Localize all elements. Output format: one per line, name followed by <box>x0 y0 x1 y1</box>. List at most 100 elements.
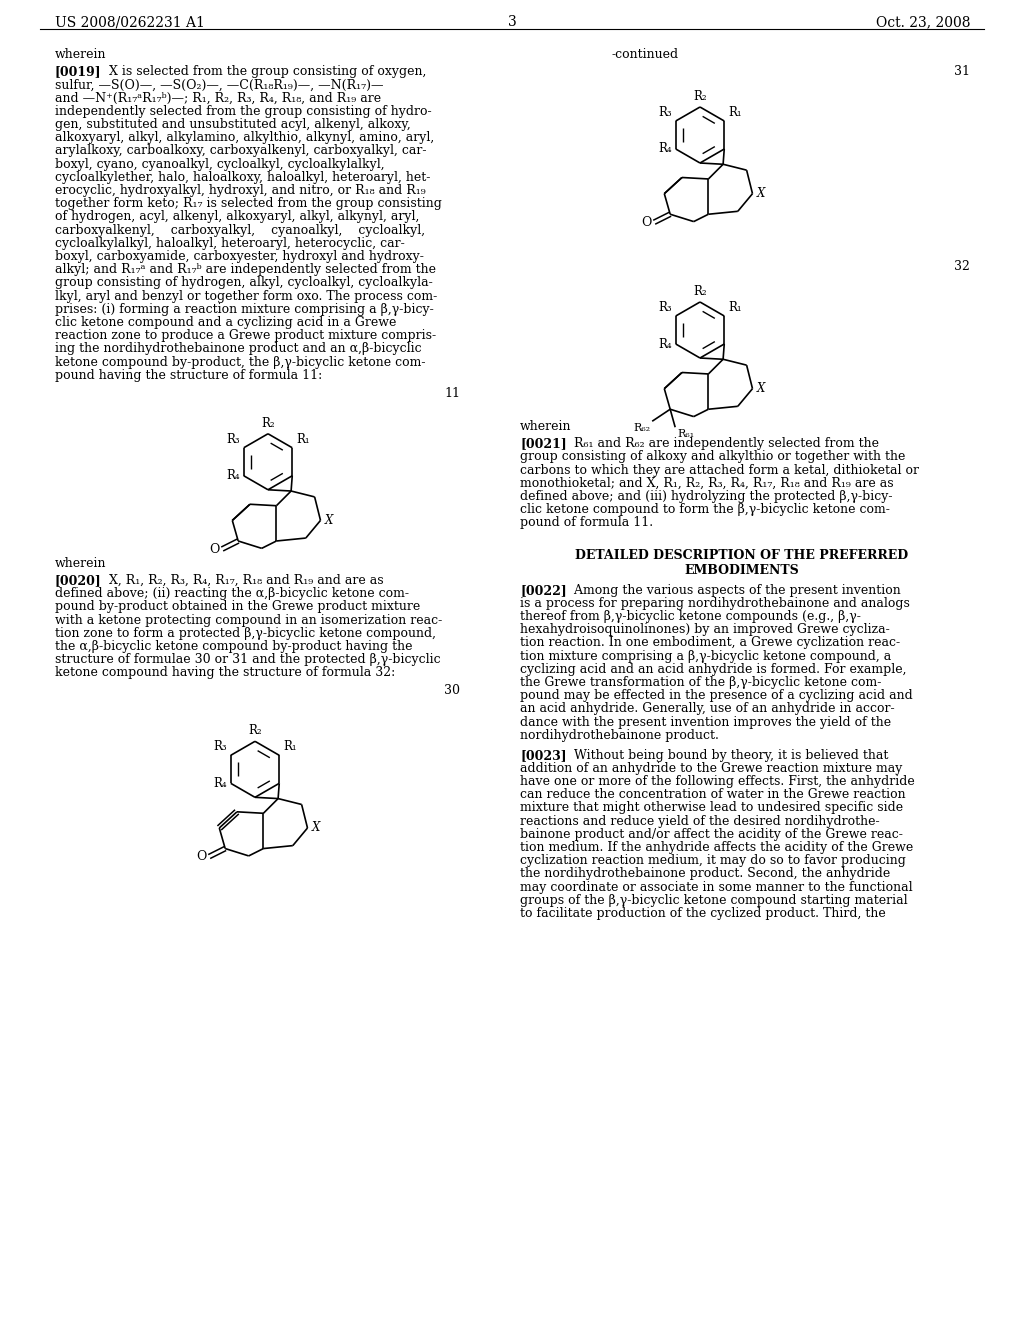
Text: O: O <box>196 850 206 863</box>
Text: US 2008/0262231 A1: US 2008/0262231 A1 <box>55 15 205 29</box>
Text: X: X <box>311 821 319 834</box>
Text: gen, substituted and unsubstituted acyl, alkenyl, alkoxy,: gen, substituted and unsubstituted acyl,… <box>55 117 411 131</box>
Text: pound having the structure of formula 11:: pound having the structure of formula 11… <box>55 368 323 381</box>
Text: reactions and reduce yield of the desired nordihydrothe-: reactions and reduce yield of the desire… <box>520 814 880 828</box>
Text: group consisting of hydrogen, alkyl, cycloalkyl, cycloalkyla-: group consisting of hydrogen, alkyl, cyc… <box>55 276 433 289</box>
Text: boxyl, cyano, cyanoalkyl, cycloalkyl, cycloalkylalkyl,: boxyl, cyano, cyanoalkyl, cycloalkyl, cy… <box>55 157 385 170</box>
Text: may coordinate or associate in some manner to the functional: may coordinate or associate in some mann… <box>520 880 912 894</box>
Text: R₆₁: R₆₁ <box>677 429 694 440</box>
Text: ketone compound by-product, the β,γ-bicyclic ketone com-: ketone compound by-product, the β,γ-bicy… <box>55 355 426 368</box>
Text: together form keto; R₁₇ is selected from the group consisting: together form keto; R₁₇ is selected from… <box>55 197 442 210</box>
Text: [0019]: [0019] <box>55 65 101 78</box>
Text: R₃: R₃ <box>213 741 226 754</box>
Text: clic ketone compound to form the β,γ-bicyclic ketone com-: clic ketone compound to form the β,γ-bic… <box>520 503 890 516</box>
Text: R₆₁ and R₆₂ are independently selected from the: R₆₁ and R₆₂ are independently selected f… <box>566 437 879 450</box>
Text: R₁: R₁ <box>728 301 741 314</box>
Text: R₁: R₁ <box>284 741 297 754</box>
Text: R₃: R₃ <box>226 433 240 446</box>
Text: R₂: R₂ <box>248 725 262 738</box>
Text: carboxyalkenyl,    carboxyalkyl,    cyanoalkyl,    cycloalkyl,: carboxyalkenyl, carboxyalkyl, cyanoalkyl… <box>55 223 425 236</box>
Text: nordihydrothebainone product.: nordihydrothebainone product. <box>520 729 719 742</box>
Text: Without being bound by theory, it is believed that: Without being bound by theory, it is bel… <box>566 748 889 762</box>
Text: X: X <box>757 187 765 201</box>
Text: R₂: R₂ <box>693 285 707 298</box>
Text: sulfur, —S(O)—, —S(O₂)—, —C(R₁₈R₁₉)—, —N(R₁₇)—: sulfur, —S(O)—, —S(O₂)—, —C(R₁₈R₁₉)—, —N… <box>55 78 384 91</box>
Text: [0023]: [0023] <box>520 748 566 762</box>
Text: tion mixture comprising a β,γ-bicyclic ketone compound, a: tion mixture comprising a β,γ-bicyclic k… <box>520 649 891 663</box>
Text: defined above; and (iii) hydrolyzing the protected β,γ-bicy-: defined above; and (iii) hydrolyzing the… <box>520 490 893 503</box>
Text: X, R₁, R₂, R₃, R₄, R₁₇, R₁₈ and R₁₉ and are as: X, R₁, R₂, R₃, R₄, R₁₇, R₁₈ and R₁₉ and … <box>101 574 384 587</box>
Text: O: O <box>641 215 651 228</box>
Text: carbons to which they are attached form a ketal, dithioketal or: carbons to which they are attached form … <box>520 463 919 477</box>
Text: Oct. 23, 2008: Oct. 23, 2008 <box>876 15 970 29</box>
Text: pound by-product obtained in the Grewe product mixture: pound by-product obtained in the Grewe p… <box>55 601 420 614</box>
Text: structure of formulae 30 or 31 and the protected β,γ-bicyclic: structure of formulae 30 or 31 and the p… <box>55 653 440 667</box>
Text: X: X <box>757 383 765 395</box>
Text: R₂: R₂ <box>261 417 274 430</box>
Text: 32: 32 <box>954 260 970 273</box>
Text: clic ketone compound and a cyclizing acid in a Grewe: clic ketone compound and a cyclizing aci… <box>55 315 396 329</box>
Text: cyclization reaction medium, it may do so to favor producing: cyclization reaction medium, it may do s… <box>520 854 906 867</box>
Text: bainone product and/or affect the acidity of the Grewe reac-: bainone product and/or affect the acidit… <box>520 828 903 841</box>
Text: R₁: R₁ <box>728 106 741 119</box>
Text: the nordihydrothebainone product. Second, the anhydride: the nordihydrothebainone product. Second… <box>520 867 890 880</box>
Text: X: X <box>325 513 333 527</box>
Text: the Grewe transformation of the β,γ-bicyclic ketone com-: the Grewe transformation of the β,γ-bicy… <box>520 676 882 689</box>
Text: tion zone to form a protected β,γ-bicyclic ketone compound,: tion zone to form a protected β,γ-bicycl… <box>55 627 436 640</box>
Text: and —N⁺(R₁₇ᵃR₁₇ᵇ)—; R₁, R₂, R₃, R₄, R₁₈, and R₁₉ are: and —N⁺(R₁₇ᵃR₁₇ᵇ)—; R₁, R₂, R₃, R₄, R₁₈,… <box>55 91 381 104</box>
Text: 3: 3 <box>508 15 516 29</box>
Text: R₃: R₃ <box>658 301 672 314</box>
Text: wherein: wherein <box>55 48 106 61</box>
Text: [0020]: [0020] <box>55 574 101 587</box>
Text: R₄: R₄ <box>226 470 240 482</box>
Text: R₁: R₁ <box>296 433 310 446</box>
Text: an acid anhydride. Generally, use of an anhydride in accor-: an acid anhydride. Generally, use of an … <box>520 702 895 715</box>
Text: O: O <box>209 543 219 556</box>
Text: thereof from β,γ-bicyclic ketone compounds (e.g., β,γ-: thereof from β,γ-bicyclic ketone compoun… <box>520 610 861 623</box>
Text: arylalkoxy, carboalkoxy, carboxyalkenyl, carboxyalkyl, car-: arylalkoxy, carboalkoxy, carboxyalkenyl,… <box>55 144 427 157</box>
Text: wherein: wherein <box>520 420 571 433</box>
Text: mixture that might otherwise lead to undesired specific side: mixture that might otherwise lead to und… <box>520 801 903 814</box>
Text: tion medium. If the anhydride affects the acidity of the Grewe: tion medium. If the anhydride affects th… <box>520 841 913 854</box>
Text: cycloalkylether, halo, haloalkoxy, haloalkyl, heteroaryl, het-: cycloalkylether, halo, haloalkoxy, haloa… <box>55 170 430 183</box>
Text: cycloalkylalkyl, haloalkyl, heteroaryl, heterocyclic, car-: cycloalkylalkyl, haloalkyl, heteroaryl, … <box>55 236 404 249</box>
Text: 11: 11 <box>444 387 460 400</box>
Text: to facilitate production of the cyclized product. Third, the: to facilitate production of the cyclized… <box>520 907 886 920</box>
Text: alkyl; and R₁₇ᵃ and R₁₇ᵇ are independently selected from the: alkyl; and R₁₇ᵃ and R₁₇ᵇ are independent… <box>55 263 436 276</box>
Text: R₄: R₄ <box>658 143 672 156</box>
Text: R₆₂: R₆₂ <box>633 424 650 433</box>
Text: with a ketone protecting compound in an isomerization reac-: with a ketone protecting compound in an … <box>55 614 442 627</box>
Text: boxyl, carboxyamide, carboxyester, hydroxyl and hydroxy-: boxyl, carboxyamide, carboxyester, hydro… <box>55 249 424 263</box>
Text: pound of formula 11.: pound of formula 11. <box>520 516 653 529</box>
Text: lkyl, aryl and benzyl or together form oxo. The process com-: lkyl, aryl and benzyl or together form o… <box>55 289 437 302</box>
Text: R₄: R₄ <box>658 338 672 351</box>
Text: R₃: R₃ <box>658 106 672 119</box>
Text: have one or more of the following effects. First, the anhydride: have one or more of the following effect… <box>520 775 914 788</box>
Text: reaction zone to produce a Grewe product mixture compris-: reaction zone to produce a Grewe product… <box>55 329 436 342</box>
Text: wherein: wherein <box>55 557 106 570</box>
Text: hexahydroisoquinolinones) by an improved Grewe cycliza-: hexahydroisoquinolinones) by an improved… <box>520 623 890 636</box>
Text: is a process for preparing nordihydrothebainone and analogs: is a process for preparing nordihydrothe… <box>520 597 910 610</box>
Text: EMBODIMENTS: EMBODIMENTS <box>685 564 800 577</box>
Text: defined above; (ii) reacting the α,β-bicyclic ketone com-: defined above; (ii) reacting the α,β-bic… <box>55 587 409 601</box>
Text: monothioketal; and X, R₁, R₂, R₃, R₄, R₁₇, R₁₈ and R₁₉ are as: monothioketal; and X, R₁, R₂, R₃, R₄, R₁… <box>520 477 894 490</box>
Text: X is selected from the group consisting of oxygen,: X is selected from the group consisting … <box>101 65 426 78</box>
Text: 31: 31 <box>954 65 970 78</box>
Text: group consisting of alkoxy and alkylthio or together with the: group consisting of alkoxy and alkylthio… <box>520 450 905 463</box>
Text: prises: (i) forming a reaction mixture comprising a β,γ-bicy-: prises: (i) forming a reaction mixture c… <box>55 302 434 315</box>
Text: cyclizing acid and an acid anhydride is formed. For example,: cyclizing acid and an acid anhydride is … <box>520 663 906 676</box>
Text: ketone compound having the structure of formula 32:: ketone compound having the structure of … <box>55 667 395 680</box>
Text: [0021]: [0021] <box>520 437 566 450</box>
Text: Among the various aspects of the present invention: Among the various aspects of the present… <box>566 583 901 597</box>
Text: of hydrogen, acyl, alkenyl, alkoxyaryl, alkyl, alkynyl, aryl,: of hydrogen, acyl, alkenyl, alkoxyaryl, … <box>55 210 420 223</box>
Text: pound may be effected in the presence of a cyclizing acid and: pound may be effected in the presence of… <box>520 689 912 702</box>
Text: the α,β-bicyclic ketone compound by-product having the: the α,β-bicyclic ketone compound by-prod… <box>55 640 413 653</box>
Text: addition of an anhydride to the Grewe reaction mixture may: addition of an anhydride to the Grewe re… <box>520 762 902 775</box>
Text: R₂: R₂ <box>693 90 707 103</box>
Text: 30: 30 <box>444 684 460 697</box>
Text: -continued: -continued <box>612 48 679 61</box>
Text: R₄: R₄ <box>213 777 226 789</box>
Text: independently selected from the group consisting of hydro-: independently selected from the group co… <box>55 104 432 117</box>
Text: erocyclic, hydroxyalkyl, hydroxyl, and nitro, or R₁₈ and R₁₉: erocyclic, hydroxyalkyl, hydroxyl, and n… <box>55 183 426 197</box>
Text: dance with the present invention improves the yield of the: dance with the present invention improve… <box>520 715 891 729</box>
